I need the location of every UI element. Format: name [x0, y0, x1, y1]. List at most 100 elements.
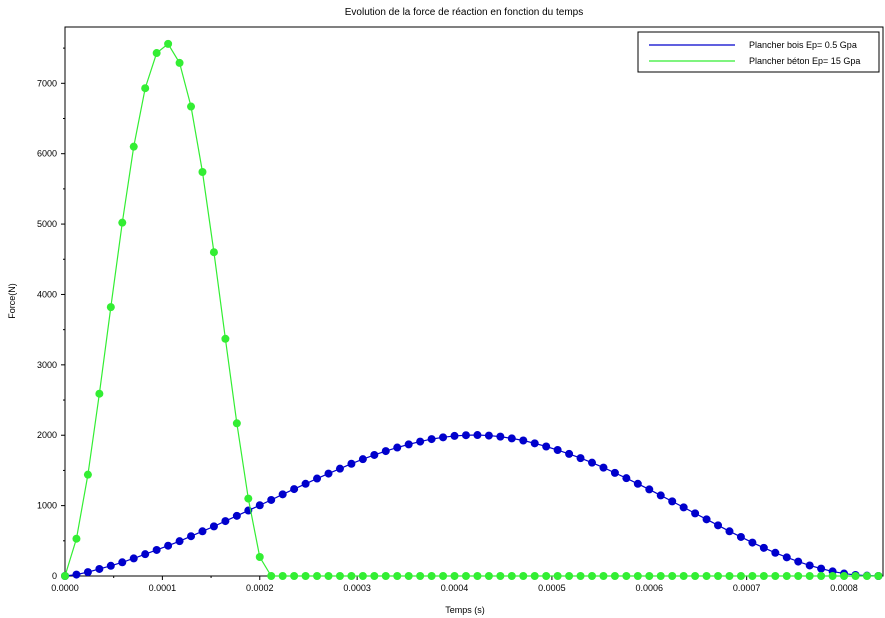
- series-point-0: [221, 517, 230, 526]
- y-axis: 0 1000 2000 3000 4000 5000 6000 7000: [37, 47, 65, 581]
- series-point-1: [542, 572, 551, 580]
- series-point-0: [393, 443, 402, 452]
- series-point-1: [668, 572, 677, 580]
- series-line-1: [64, 42, 879, 577]
- series-point-0: [599, 463, 608, 472]
- series-point-1: [633, 572, 642, 580]
- series-point-1: [255, 553, 264, 561]
- plot-frame: [64, 26, 884, 577]
- series-point-1: [232, 419, 241, 428]
- series-point-1: [748, 572, 757, 580]
- series-layer: [61, 39, 883, 580]
- series-0: [61, 431, 883, 580]
- series-point-1: [851, 572, 860, 580]
- x-tick-label: 0.0007: [733, 583, 761, 593]
- series-point-0: [106, 561, 115, 570]
- series-point-1: [576, 572, 585, 580]
- series-point-1: [450, 572, 459, 580]
- series-point-1: [782, 572, 791, 580]
- series-point-0: [83, 568, 92, 577]
- series-point-0: [736, 532, 745, 541]
- series-point-0: [794, 557, 803, 566]
- series-point-1: [335, 572, 344, 580]
- series-point-1: [61, 572, 69, 580]
- series-point-1: [874, 572, 883, 580]
- series-point-0: [439, 433, 448, 442]
- series-point-1: [530, 572, 539, 580]
- series-point-0: [748, 538, 757, 547]
- series-point-0: [255, 501, 264, 510]
- series-point-1: [610, 572, 619, 580]
- y-tick-label: 6000: [37, 149, 57, 159]
- series-point-1: [461, 572, 470, 580]
- legend-label-beton: Plancher béton Ep= 15 Gpa: [749, 56, 860, 66]
- series-point-1: [439, 572, 448, 580]
- series-point-0: [656, 491, 665, 500]
- series-point-1: [496, 572, 505, 580]
- series-point-0: [588, 458, 597, 467]
- y-tick-label: 7000: [37, 78, 57, 88]
- series-point-0: [301, 479, 310, 488]
- series-point-1: [129, 142, 138, 151]
- series-point-1: [267, 572, 276, 580]
- series-point-1: [645, 572, 654, 580]
- chart-title: Evolution de la force de réaction en fon…: [345, 7, 583, 18]
- series-point-1: [381, 572, 390, 580]
- series-point-0: [209, 522, 218, 531]
- y-tick-label: 3000: [37, 360, 57, 370]
- series-point-0: [817, 564, 826, 573]
- series-1: [61, 39, 883, 580]
- series-point-0: [622, 474, 631, 483]
- series-point-0: [782, 553, 791, 562]
- x-tick-label: 0.0001: [149, 583, 177, 593]
- x-tick-label: 0.0000: [51, 583, 79, 593]
- series-point-0: [691, 509, 700, 518]
- series-point-1: [290, 572, 299, 580]
- series-point-0: [290, 485, 299, 494]
- y-tick-label: 1000: [37, 501, 57, 511]
- series-line-0: [64, 434, 879, 577]
- series-point-0: [381, 447, 390, 456]
- series-point-1: [473, 572, 482, 580]
- series-point-1: [187, 102, 196, 111]
- series-point-1: [106, 303, 115, 312]
- series-point-0: [542, 442, 551, 451]
- series-point-1: [141, 84, 150, 93]
- series-point-0: [565, 449, 574, 458]
- series-point-0: [278, 490, 287, 499]
- series-point-0: [198, 527, 207, 536]
- series-point-1: [427, 572, 436, 580]
- series-point-1: [599, 572, 608, 580]
- series-point-1: [679, 572, 688, 580]
- series-point-1: [771, 572, 780, 580]
- series-point-1: [588, 572, 597, 580]
- series-point-1: [736, 572, 745, 580]
- legend: Plancher bois Ep= 0.5 Gpa Plancher béton…: [637, 31, 880, 73]
- series-point-0: [805, 561, 814, 570]
- series-point-0: [267, 495, 276, 504]
- series-point-0: [507, 434, 516, 443]
- series-point-1: [622, 572, 631, 580]
- series-point-0: [668, 497, 677, 506]
- series-point-1: [714, 572, 723, 580]
- series-point-0: [95, 564, 104, 573]
- series-point-0: [175, 537, 184, 546]
- y-tick-label: 2000: [37, 430, 57, 440]
- series-point-0: [714, 521, 723, 530]
- legend-label-bois: Plancher bois Ep= 0.5 Gpa: [749, 40, 857, 50]
- y-axis-label: Force(N): [7, 283, 17, 319]
- series-point-1: [404, 572, 413, 580]
- series-point-0: [645, 485, 654, 494]
- series-point-0: [633, 479, 642, 488]
- series-point-1: [817, 572, 826, 580]
- series-point-1: [244, 494, 253, 503]
- x-tick-label: 0.0002: [246, 583, 274, 593]
- series-point-0: [187, 532, 196, 541]
- series-point-1: [72, 534, 81, 543]
- series-point-0: [164, 541, 173, 550]
- series-point-1: [152, 49, 161, 58]
- series-point-1: [805, 572, 814, 580]
- x-tick-label: 0.0005: [538, 583, 566, 593]
- series-point-1: [702, 572, 711, 580]
